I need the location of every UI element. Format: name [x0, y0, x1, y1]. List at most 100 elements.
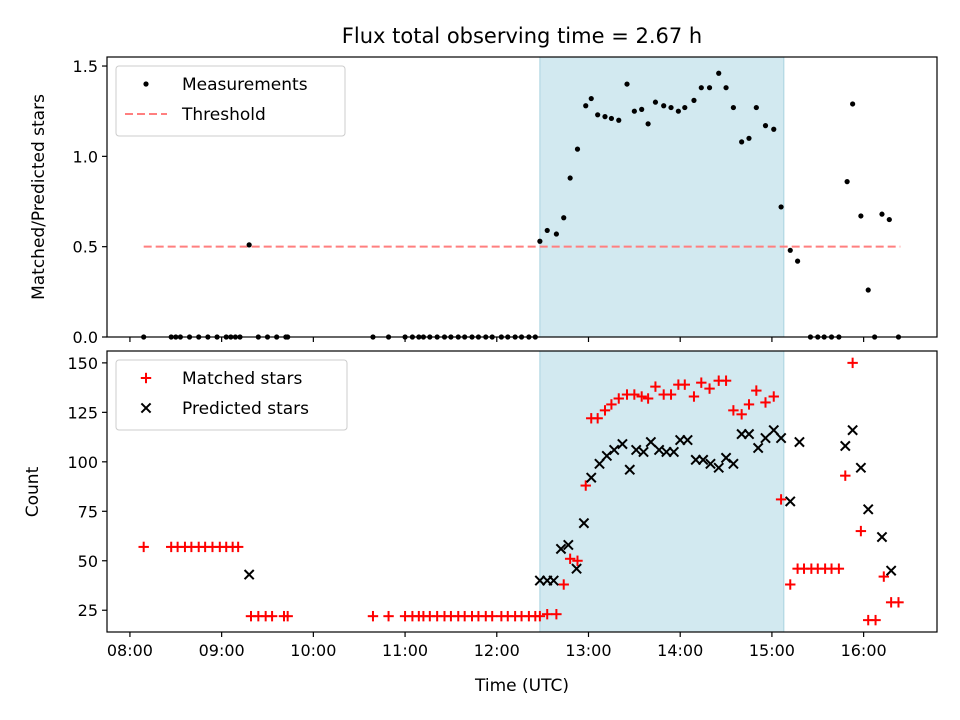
measurements-point — [645, 121, 651, 127]
matched-stars-point — [592, 413, 603, 424]
measurements-point — [553, 231, 559, 237]
predicted-stars-point — [578, 517, 590, 529]
x-tick-label: 08:00 — [107, 641, 153, 660]
measurements-point — [574, 146, 581, 152]
x-axis-label: Time (UTC) — [474, 676, 569, 696]
matched-stars-point — [704, 383, 715, 394]
ratio-y-axis-label: Matched/Predicted stars — [29, 94, 49, 300]
count-axes-frame — [106, 350, 938, 633]
matched-stars-point — [599, 405, 611, 416]
x-tick-label: 15:00 — [749, 641, 795, 660]
matched-stars-point — [383, 610, 394, 622]
y-tick-label: 0.5 — [73, 238, 98, 257]
chart-title: Flux total observing time = 2.67 h — [342, 24, 702, 48]
matched-stars-point — [893, 597, 904, 608]
predicted-stars-point — [885, 565, 897, 576]
x-tick-label: 11:00 — [382, 641, 428, 660]
y-tick-label: 0.0 — [73, 328, 98, 347]
matched-stars-point — [696, 377, 707, 388]
predicted-stars-point — [760, 432, 771, 444]
predicted-stars-point — [697, 454, 709, 466]
measurements-point — [537, 238, 543, 244]
y-tick-label: 25 — [78, 601, 98, 620]
matched-stars-point — [679, 379, 690, 390]
matched-stars-point — [580, 480, 591, 491]
predicted-stars-point — [555, 543, 567, 555]
measurements-point — [588, 95, 594, 102]
y-tick-label: 1.5 — [73, 57, 98, 76]
predicted-stars-point — [608, 444, 620, 456]
predicted-stars-point — [794, 436, 805, 448]
matched-stars-point — [833, 563, 845, 574]
measurements-point — [844, 179, 850, 185]
ratio-legend: Measurements Threshold — [115, 65, 346, 137]
measurements-point — [746, 135, 752, 141]
measurements-point — [762, 123, 769, 129]
matched-stars-point — [564, 553, 576, 564]
legend-cross-swatch — [140, 402, 152, 414]
predicted-stars-point — [682, 434, 693, 446]
legend-plus-swatch — [140, 372, 152, 384]
predicted-stars-point — [548, 575, 559, 586]
measurements-point — [723, 85, 729, 91]
predicted-stars-point — [638, 446, 649, 458]
measurements-point — [624, 81, 630, 87]
count-panel: 25 50 75 100 125 150 08:00 09:00 10:00 11:00 12:0… — [23, 350, 938, 660]
measurements-point — [858, 213, 864, 219]
legend-dot-swatch — [143, 81, 149, 87]
legend-label: Threshold — [181, 105, 266, 125]
matched-stars-point — [642, 393, 654, 404]
matched-stars-point — [870, 614, 881, 626]
matched-stars-point — [558, 579, 569, 590]
matched-stars-point — [282, 610, 293, 622]
predicted-stars-point — [847, 424, 858, 436]
matched-stars-point — [534, 610, 546, 622]
measurements-point — [698, 85, 704, 91]
measurements-point — [865, 287, 871, 293]
measurements-point — [850, 101, 856, 107]
matched-stars-point — [878, 571, 890, 582]
x-tick-label: 12:00 — [474, 641, 520, 660]
measurements-point — [787, 247, 793, 253]
measurements-point — [771, 126, 777, 132]
x-tick-label: 13:00 — [565, 641, 611, 660]
y-tick-label: 50 — [78, 552, 98, 571]
measurements-point — [668, 104, 674, 111]
predicted-stars-point — [653, 444, 665, 456]
ratio-panel: 0.0 0.5 1.0 1.5 Matched/Predicted stars Mea… — [29, 56, 938, 347]
measurements-point — [682, 104, 688, 111]
matched-stars-point — [760, 397, 771, 408]
predicted-stars-point — [784, 496, 796, 507]
predicted-stars-point — [585, 472, 597, 483]
measurements-point — [691, 97, 697, 103]
y-tick-label: 150 — [67, 354, 98, 373]
measurements-point — [652, 99, 659, 105]
matched-stars-point — [138, 541, 149, 553]
matched-stars-point — [636, 391, 647, 402]
matched-stars-point — [728, 405, 739, 416]
predicted-stars-point — [571, 563, 582, 574]
measurements-point — [544, 227, 550, 234]
matched-stars-point — [736, 409, 747, 420]
predicted-stars-point — [617, 438, 628, 450]
matched-stars-point — [650, 381, 661, 392]
measurements-point — [879, 211, 885, 217]
y-tick-label: 125 — [67, 403, 98, 422]
measurements-point — [739, 139, 745, 145]
measurements-point — [583, 103, 589, 109]
matched-stars-point — [743, 399, 755, 410]
x-tick-label: 16:00 — [841, 641, 887, 660]
matched-stars-point — [542, 608, 553, 620]
predicted-stars-point — [862, 504, 874, 515]
matched-stars-point — [751, 385, 762, 396]
y-tick-label: 100 — [67, 453, 98, 472]
predicted-stars-point — [645, 436, 657, 448]
predicted-stars-point — [243, 569, 255, 580]
predicted-stars-point — [839, 440, 851, 452]
matched-stars-point — [232, 541, 244, 553]
predicted-stars-point — [876, 531, 888, 543]
predicted-stars-point — [728, 458, 739, 470]
predicted-stars-point — [775, 432, 787, 444]
predicted-stars-point — [630, 444, 642, 456]
